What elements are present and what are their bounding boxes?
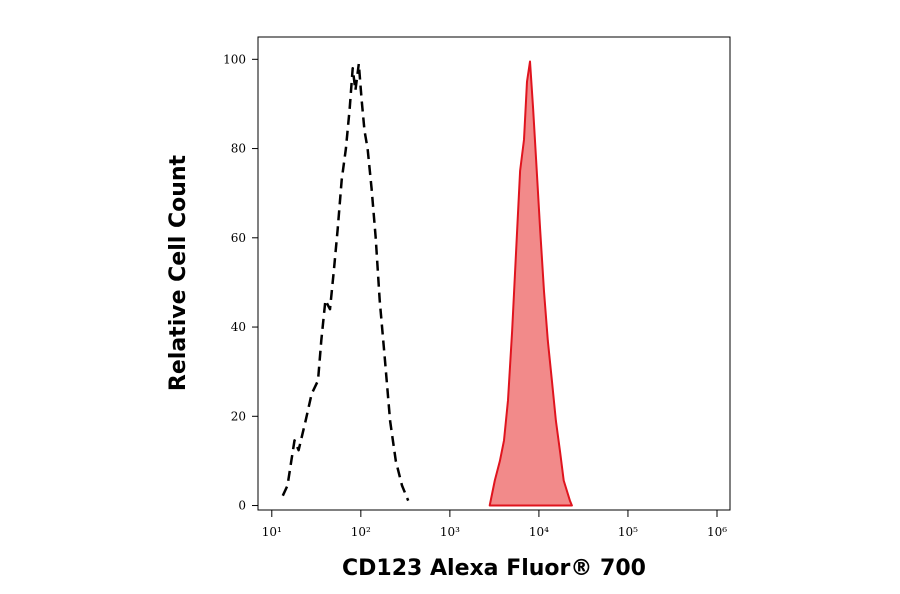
y-tick-label: 40	[231, 320, 246, 334]
filled-histogram	[488, 60, 573, 507]
y-tick-label: 20	[231, 409, 246, 423]
x-tick-label: 10²	[351, 525, 371, 539]
x-axis-title: CD123 Alexa Fluor® 700	[342, 556, 646, 581]
plot-frame	[257, 36, 731, 511]
x-tick-label: 10³	[440, 525, 460, 539]
y-tick-label: 80	[231, 142, 246, 156]
x-tick-label: 10⁶	[707, 525, 727, 539]
y-axis-title: Relative Cell Count	[166, 154, 191, 391]
y-tick-label: 0	[238, 499, 246, 513]
y-tick-label: 100	[223, 52, 246, 66]
histogram-line	[281, 62, 410, 502]
x-tick-label: 10⁵	[618, 525, 638, 539]
y-tick-label: 60	[231, 231, 246, 245]
x-tick-label: 10¹	[262, 525, 282, 539]
x-tick-label: 10⁴	[529, 525, 549, 539]
